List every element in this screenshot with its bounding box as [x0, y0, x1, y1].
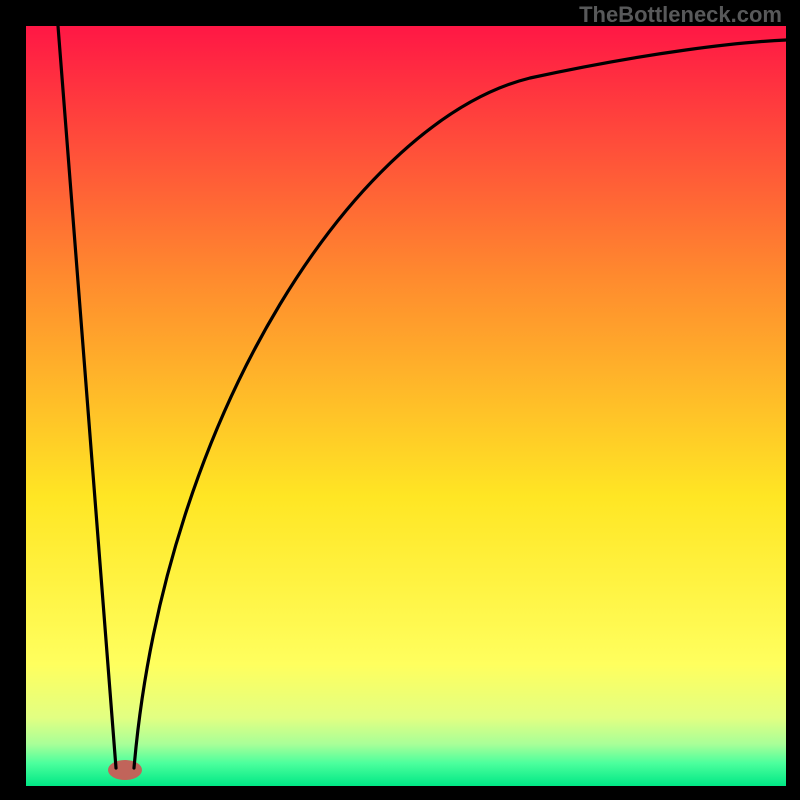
bottleneck-chart: [0, 0, 800, 800]
bottleneck-marker: [108, 760, 142, 780]
plot-area: [26, 26, 786, 786]
chart-container: TheBottleneck.com: [0, 0, 800, 800]
attribution-label: TheBottleneck.com: [579, 2, 782, 28]
